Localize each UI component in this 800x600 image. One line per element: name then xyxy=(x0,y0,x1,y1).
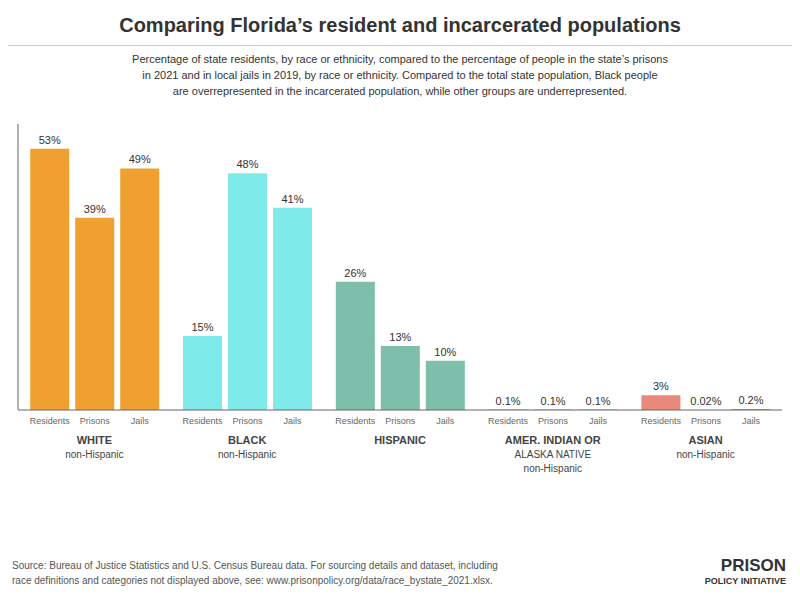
svg-text:3%: 3% xyxy=(653,380,669,392)
svg-text:Prisons: Prisons xyxy=(233,416,264,426)
svg-text:13%: 13% xyxy=(389,331,411,343)
svg-text:BLACKnon-Hispanic: BLACKnon-Hispanic xyxy=(218,434,276,460)
svg-text:Jails: Jails xyxy=(284,416,303,426)
svg-text:Residents: Residents xyxy=(335,416,376,426)
svg-text:26%: 26% xyxy=(344,267,366,279)
svg-text:AMER. INDIAN ORALASKA NATIVEno: AMER. INDIAN ORALASKA NATIVEnon-Hispanic xyxy=(505,434,601,474)
svg-text:0.1%: 0.1% xyxy=(496,394,521,406)
svg-text:Jails: Jails xyxy=(742,416,761,426)
svg-text:Prisons: Prisons xyxy=(385,416,416,426)
svg-text:ASIANnon-Hispanic: ASIANnon-Hispanic xyxy=(676,434,734,460)
svg-text:Prisons: Prisons xyxy=(538,416,569,426)
svg-text:41%: 41% xyxy=(282,193,304,205)
svg-text:0.1%: 0.1% xyxy=(586,394,611,406)
svg-text:Jails: Jails xyxy=(131,416,150,426)
svg-text:48%: 48% xyxy=(237,158,259,170)
html-text:PRISON: PRISON xyxy=(720,556,786,575)
svg-text:Jails: Jails xyxy=(436,416,455,426)
svg-text:Residents: Residents xyxy=(30,416,71,426)
svg-text:HISPANIC: HISPANIC xyxy=(374,434,426,446)
svg-text:Prisons: Prisons xyxy=(691,416,722,426)
svg-text:53%: 53% xyxy=(39,133,61,145)
html-text:Percentage of state residents,: Percentage of state residents, by race o… xyxy=(132,53,668,97)
html-text:Comparing Florida’s resident a: Comparing Florida’s resident and incarce… xyxy=(119,14,681,36)
html-text:POLICY INITIATIVE: POLICY INITIATIVE xyxy=(704,576,786,586)
svg-text:10%: 10% xyxy=(434,346,456,358)
html-text:Source: Bureau of Justice Stat: Source: Bureau of Justice Statistics and… xyxy=(12,560,498,586)
svg-text:Residents: Residents xyxy=(641,416,682,426)
svg-text:Residents: Residents xyxy=(183,416,224,426)
svg-text:Prisons: Prisons xyxy=(80,416,111,426)
svg-text:Residents: Residents xyxy=(488,416,529,426)
svg-text:Jails: Jails xyxy=(589,416,608,426)
svg-text:39%: 39% xyxy=(84,203,106,215)
svg-text:WHITEnon-Hispanic: WHITEnon-Hispanic xyxy=(65,434,123,460)
svg-text:49%: 49% xyxy=(129,153,151,165)
svg-text:15%: 15% xyxy=(192,321,214,333)
svg-text:0.2%: 0.2% xyxy=(738,394,763,406)
svg-text:0.02%: 0.02% xyxy=(690,395,721,407)
svg-text:0.1%: 0.1% xyxy=(541,394,566,406)
